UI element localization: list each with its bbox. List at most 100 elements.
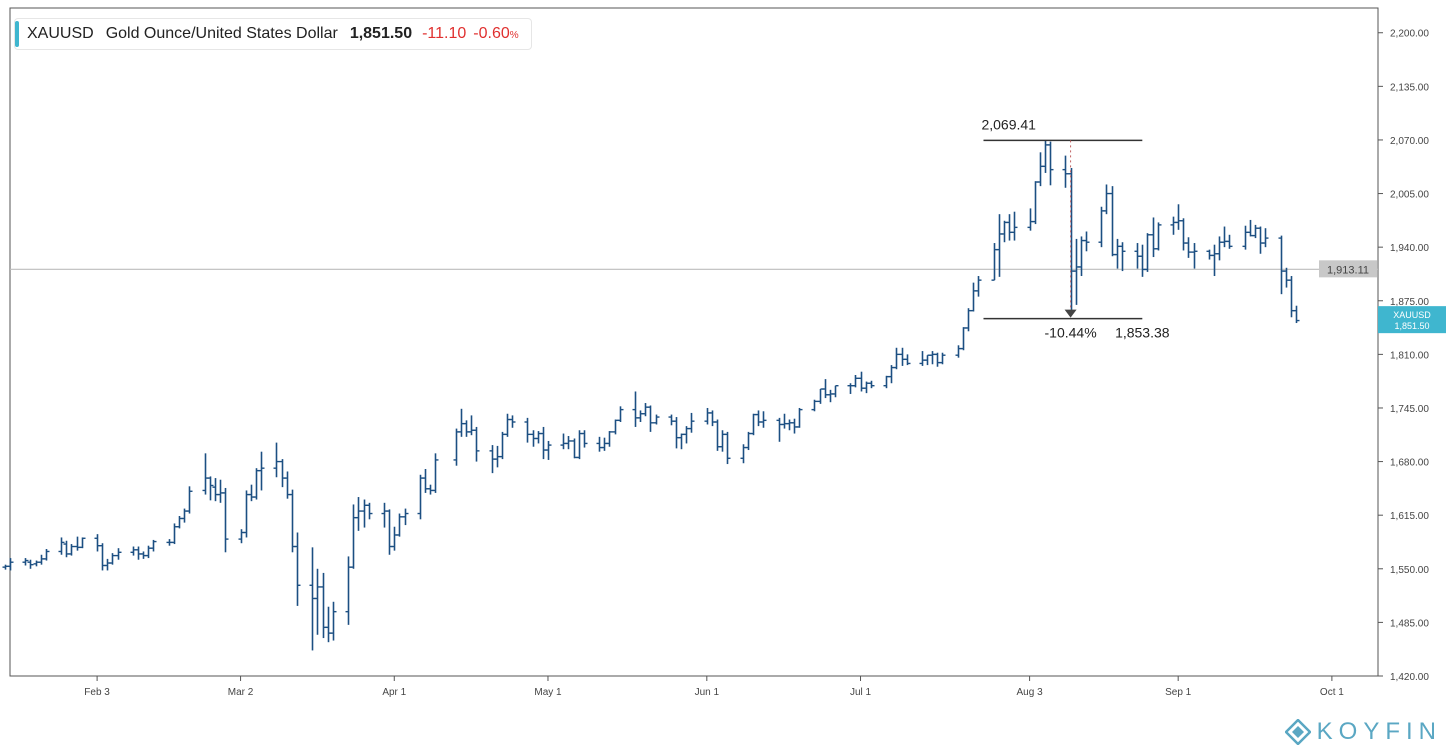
reference-price-label: 1,913.11 xyxy=(1327,264,1369,276)
ohlc-bar xyxy=(22,558,29,566)
ohlc-bar xyxy=(606,431,613,447)
x-tick-label: Jul 1 xyxy=(850,687,872,698)
ohlc-bar xyxy=(68,544,75,556)
x-tick-label: Feb 3 xyxy=(84,687,110,698)
ohlc-bar xyxy=(653,414,660,425)
ohlc-bar xyxy=(565,436,572,450)
koyfin-logo-icon xyxy=(1284,719,1311,745)
ohlc-bar xyxy=(1062,155,1069,188)
legend-symbol: XAUUSD xyxy=(27,25,94,42)
ohlc-bar xyxy=(2,564,9,570)
ohlc-bar xyxy=(1155,222,1162,251)
ohlc-bar xyxy=(115,548,122,560)
ohlc-bar xyxy=(832,385,839,398)
legend-instrument-name: Gold Ounce/United States Dollar xyxy=(105,25,338,42)
ohlc-bar xyxy=(581,430,588,448)
y-tick-label: 2,070.00 xyxy=(1390,136,1429,147)
ohlc-bar xyxy=(796,407,803,428)
symbol-legend[interactable]: XAUUSD Gold Ounce/United States Dollar 1… xyxy=(14,18,532,50)
ohlc-bar xyxy=(314,568,321,635)
y-tick-label: 1,745.00 xyxy=(1390,404,1429,415)
ohlc-bar xyxy=(396,513,403,537)
koyfin-brand: KOYFIN xyxy=(1284,718,1442,746)
legend-last-price: 1,851.50 xyxy=(349,25,413,42)
x-axis: Feb 3 Mar 2 Apr 1 May 1 Jun 1 Jul 1 Aug 3 Sep 1… xyxy=(84,676,1344,698)
ohlc-bar xyxy=(273,442,280,478)
ohlc-bar xyxy=(647,405,654,432)
ohlc-bar xyxy=(904,354,911,366)
plot-border xyxy=(9,7,1379,677)
ohlc-bar xyxy=(893,347,900,370)
x-tick-label: Sep 1 xyxy=(1165,687,1192,698)
ohlc-bar xyxy=(366,502,373,520)
reference-price-tag xyxy=(1319,260,1377,278)
measure-low-label: 1,853.38 xyxy=(1115,325,1170,341)
x-tick-label: Oct 1 xyxy=(1320,687,1344,698)
legend-change: -11.10 xyxy=(422,25,467,42)
ohlc-bar xyxy=(473,426,480,462)
ohlc-bar xyxy=(1047,141,1054,186)
y-tick-label: 2,135.00 xyxy=(1390,82,1429,93)
ohlc-bar xyxy=(852,374,859,388)
ohlc-bar xyxy=(975,276,982,297)
y-tick-label: 1,810.00 xyxy=(1390,350,1429,361)
ohlc-bar xyxy=(402,508,409,526)
ohlc-bar xyxy=(58,537,65,555)
x-tick-label: Jun 1 xyxy=(695,687,720,698)
ohlc-bar xyxy=(1103,184,1110,215)
y-tick-label: 1,420.00 xyxy=(1390,672,1429,683)
y-tick-label: 1,550.00 xyxy=(1390,565,1429,576)
ohlc-bar xyxy=(724,431,731,465)
x-tick-label: May 1 xyxy=(534,687,562,698)
ohlc-bar xyxy=(222,487,229,553)
ohlc-bar xyxy=(1011,211,1018,241)
ohlc-bar xyxy=(1226,234,1233,249)
ohlc-bar xyxy=(868,380,875,389)
x-tick-label: Mar 2 xyxy=(228,687,254,698)
ohlc-bar xyxy=(150,539,157,552)
ohlc-bar xyxy=(1185,237,1192,258)
ohlc-bar xyxy=(43,548,50,561)
ohlc-bar xyxy=(1144,233,1151,272)
ohlc-bar xyxy=(355,497,362,531)
y-tick-label: 1,680.00 xyxy=(1390,458,1429,469)
ohlc-series xyxy=(2,140,1300,651)
ohlc-bar xyxy=(1293,305,1300,324)
ohlc-bar xyxy=(1119,242,1126,272)
measure-annotation: 2,069.41 -10.44% 1,853.38 xyxy=(981,116,1169,340)
ohlc-bar xyxy=(688,412,695,433)
ohlc-bar xyxy=(1262,228,1269,248)
ohlc-bar xyxy=(509,415,516,428)
measure-high-label: 2,069.41 xyxy=(981,116,1036,132)
ohlc-bar xyxy=(432,453,439,493)
last-price-tag-value: 1,851.50 xyxy=(1394,321,1429,331)
y-tick-label: 2,005.00 xyxy=(1390,190,1429,201)
y-tick-label: 1,940.00 xyxy=(1390,243,1429,254)
y-tick-label: 1,615.00 xyxy=(1390,511,1429,522)
y-tick-label: 1,875.00 xyxy=(1390,297,1429,308)
ohlc-bar xyxy=(294,532,301,606)
ohlc-bar xyxy=(811,399,818,412)
last-price-tag-symbol: XAUUSD xyxy=(1393,310,1431,320)
ohlc-bar xyxy=(524,417,531,443)
ohlc-bar xyxy=(186,486,193,514)
x-tick-label: Apr 1 xyxy=(382,687,406,698)
y-axis: 2,200.00 2,135.00 2,070.00 2,005.00 1,940.00… xyxy=(1378,29,1429,683)
ohlc-bar xyxy=(330,601,337,641)
ohlc-bar xyxy=(545,440,552,460)
measure-percent-label: -10.44% xyxy=(1045,325,1097,341)
ohlc-bar xyxy=(7,558,14,571)
ohlc-bar xyxy=(79,537,86,549)
brand-wordmark: KOYFIN xyxy=(1316,718,1442,745)
ohlc-bar xyxy=(258,451,265,491)
ohlc-bar xyxy=(760,411,767,428)
last-price-tag xyxy=(1378,306,1446,334)
legend-accent-bar xyxy=(15,21,19,47)
legend-change-percent-value: -0.60 xyxy=(473,25,510,42)
ohlc-bar xyxy=(1191,243,1198,269)
x-tick-label: Aug 3 xyxy=(1017,687,1044,698)
ohlc-bar xyxy=(27,559,34,569)
ohlc-bar xyxy=(617,406,624,422)
